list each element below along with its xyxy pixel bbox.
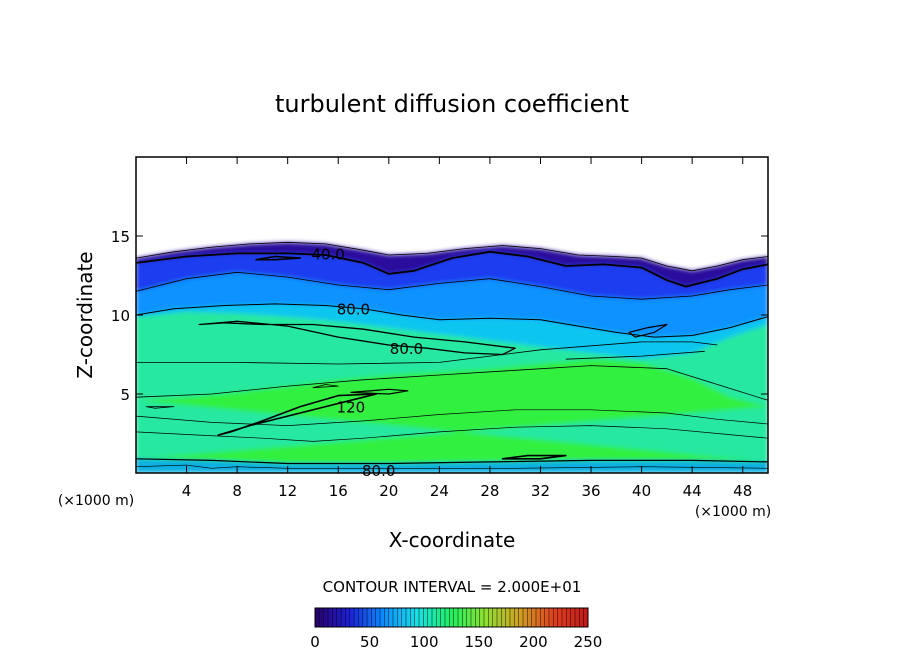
- contour-label: 120: [337, 399, 366, 417]
- x-axis: 4 8 12 16 20 24 28 32 36 40 44 48: [182, 157, 752, 500]
- x-tick-label: 12: [278, 482, 297, 500]
- colorbar-tick-label: 150: [464, 633, 493, 651]
- y-tick-label: 15: [111, 228, 130, 246]
- colorbar-tick-label: 100: [410, 633, 439, 651]
- y-axis-label: Z-coordinate: [73, 251, 97, 378]
- x-tick-label: 32: [531, 482, 550, 500]
- contour-labels: 40.0 80.0 80.0 120 80.0: [311, 245, 423, 480]
- contour-label: 80.0: [337, 301, 370, 319]
- colorbar-tick-label: 200: [519, 633, 548, 651]
- x-tick-label: 40: [632, 482, 651, 500]
- x-tick-label: 36: [581, 482, 600, 500]
- contour-label: 80.0: [362, 462, 395, 480]
- x-tick-label: 48: [733, 482, 752, 500]
- colorbar-tick-label: 0: [310, 633, 320, 651]
- x-unit-left: (×1000 m): [58, 493, 134, 509]
- x-tick-label: 4: [182, 482, 192, 500]
- x-tick-label: 24: [430, 482, 449, 500]
- colorbar: 0 50 100 150 200 250: [310, 607, 603, 651]
- y-axis: 5 10 15: [111, 228, 768, 404]
- x-tick-label: 28: [480, 482, 499, 500]
- y-tick-label: 5: [120, 386, 130, 404]
- x-tick-label: 20: [379, 482, 398, 500]
- x-tick-label: 8: [232, 482, 242, 500]
- plot-area: [136, 241, 768, 473]
- colorbar-tick-label: 50: [360, 633, 379, 651]
- x-tick-label: 44: [683, 482, 702, 500]
- x-axis-label: X-coordinate: [389, 528, 516, 552]
- colorbar-tick-label: 250: [574, 633, 603, 651]
- contour-interval: CONTOUR INTERVAL = 2.000E+01: [323, 578, 582, 596]
- chart-title: turbulent diffusion coefficient: [275, 90, 629, 118]
- x-unit-right: (×1000 m): [695, 504, 771, 520]
- contour-label: 40.0: [311, 245, 344, 263]
- contour-label: 80.0: [390, 340, 423, 358]
- y-tick-label: 10: [111, 307, 130, 325]
- x-tick-label: 16: [329, 482, 348, 500]
